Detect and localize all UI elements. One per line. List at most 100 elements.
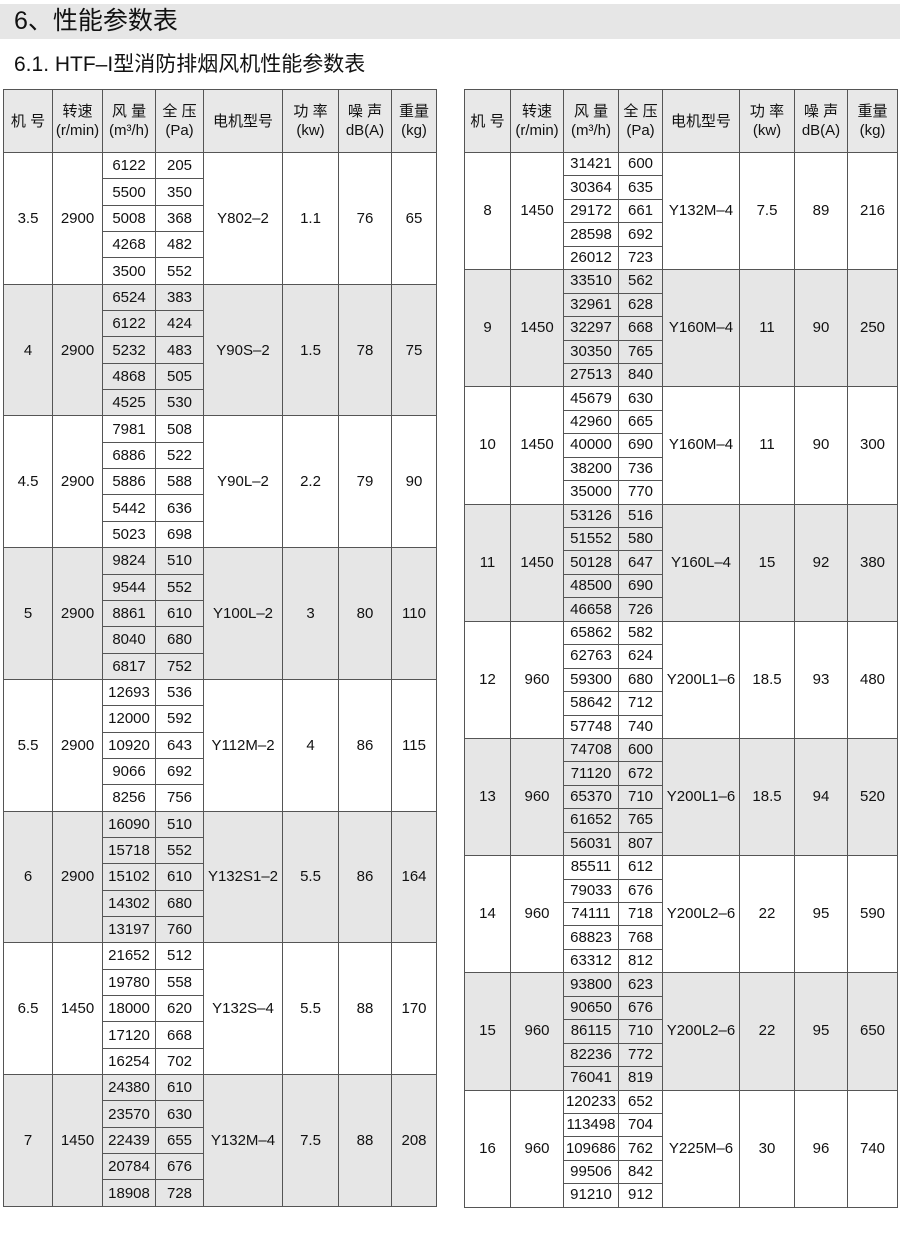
weight-cell: 590 [847, 855, 898, 974]
noise-cell: 96 [794, 1089, 848, 1208]
airflow-cell: 15718 [102, 836, 156, 865]
model-no-cell: 14 [464, 855, 511, 974]
table-row: 9 1450 33510 562 Y160M–4 11 90 250 [464, 269, 898, 388]
pressure-cell: 718 [618, 901, 663, 927]
header-line: 功 率 [749, 103, 785, 120]
pressure-cell: 643 [155, 731, 204, 759]
table-row: 28598 692 [465, 222, 898, 247]
table-row: 82236 772 [465, 1042, 898, 1068]
header-airflow: 风 量 (m³/h) [102, 89, 156, 153]
header-pressure: 全 压 (Pa) [155, 89, 204, 153]
table-row: 5500 350 [4, 178, 437, 206]
airflow-cell: 56031 [563, 831, 619, 857]
model-no-cell: 6.5 [3, 942, 53, 1076]
speed-cell: 960 [510, 737, 564, 857]
airflow-cell: 109686 [563, 1136, 619, 1161]
model-no-cell: 4 [3, 283, 53, 417]
speed-cell: 1450 [510, 386, 564, 505]
table-row: 30364 635 [465, 175, 898, 200]
model-no-cell: 4.5 [3, 415, 53, 549]
weight-cell: 650 [847, 972, 898, 1091]
header-line: 转速 [62, 103, 93, 120]
header-motor: 电机型号 [662, 89, 740, 153]
airflow-cell: 51552 [563, 526, 619, 552]
motor-model-cell: Y160M–4 [662, 386, 740, 505]
airflow-cell: 4268 [102, 231, 156, 259]
pressure-cell: 552 [155, 573, 204, 601]
airflow-cell: 15102 [102, 863, 156, 891]
pressure-cell: 592 [155, 705, 204, 733]
header-line: 全 压 [162, 103, 197, 120]
model-no-cell: 7 [3, 1074, 53, 1207]
table-row: 12 960 65862 582 Y200L1–6 18.5 93 480 [464, 620, 898, 739]
table-row: 91210 912 [465, 1183, 898, 1208]
table-row: 15102 610 [4, 863, 437, 891]
table-row: 8256 756 [4, 784, 437, 812]
airflow-cell: 62763 [563, 644, 619, 669]
airflow-cell: 8861 [102, 599, 156, 628]
table-row: 8 1450 31421 600 Y132M–4 7.5 89 216 [464, 151, 898, 271]
header-line: 风 量 [111, 103, 147, 120]
airflow-cell: 6122 [102, 310, 156, 338]
table-row: 32961 628 [465, 292, 898, 318]
header-model-no: 机 号 [3, 89, 53, 153]
airflow-cell: 18000 [102, 994, 156, 1023]
pressure-cell: 623 [618, 972, 663, 997]
weight-cell: 170 [391, 942, 437, 1076]
header-noise: 噪 声 dB(A) [338, 89, 392, 153]
header-line: 电机型号 [212, 112, 273, 130]
table-row: 76041 819 [465, 1066, 898, 1091]
weight-cell: 250 [847, 269, 898, 388]
weight-cell: 75 [391, 283, 437, 417]
pressure-cell: 536 [155, 678, 204, 707]
pressure-cell: 512 [155, 942, 204, 970]
table-row: 9066 692 [4, 757, 437, 786]
header-line: 机 号 [10, 112, 46, 130]
airflow-cell: 61652 [563, 808, 619, 833]
airflow-cell: 6524 [102, 283, 156, 312]
model-no-cell: 13 [464, 737, 511, 857]
airflow-cell: 7981 [102, 415, 156, 443]
weight-cell: 216 [847, 151, 898, 271]
table-row: 15 960 93800 623 Y200L2–6 22 95 650 [464, 972, 898, 1091]
pressure-cell: 610 [155, 1074, 204, 1102]
airflow-cell: 4868 [102, 362, 156, 391]
pressure-cell: 726 [618, 597, 663, 622]
power-cell: 1.1 [282, 152, 339, 285]
table-row: 5232 483 [4, 336, 437, 364]
pressure-cell: 676 [618, 995, 663, 1021]
pressure-cell: 702 [155, 1047, 204, 1076]
header-motor: 电机型号 [203, 89, 283, 153]
weight-cell: 740 [847, 1089, 898, 1208]
table-row: 7 1450 24380 610 Y132M–4 7.5 88 208 [3, 1074, 437, 1207]
noise-cell: 86 [338, 810, 392, 944]
section-title-bar: 6、性能参数表 [0, 4, 900, 39]
noise-cell: 88 [338, 942, 392, 1076]
header-line: (kw) [296, 122, 325, 139]
pressure-cell: 698 [155, 520, 204, 549]
motor-model-cell: Y200L2–6 [662, 855, 740, 974]
header-line: 重量 [857, 103, 888, 120]
table-row: 99506 842 [465, 1159, 898, 1185]
power-cell: 11 [739, 269, 795, 388]
airflow-cell: 63312 [563, 948, 619, 974]
airflow-cell: 8256 [102, 784, 156, 812]
pressure-cell: 505 [155, 362, 204, 391]
power-cell: 5.5 [282, 810, 339, 944]
table-row: 86115 710 [465, 1019, 898, 1044]
power-cell: 3 [282, 547, 339, 680]
airflow-cell: 82236 [563, 1042, 619, 1068]
header-line: (r/min) [55, 122, 100, 139]
power-cell: 2.2 [282, 415, 339, 549]
speed-cell: 2900 [52, 810, 103, 944]
pressure-cell: 770 [618, 480, 663, 505]
airflow-cell: 17120 [102, 1021, 156, 1049]
header-line: (Pa) [165, 122, 194, 139]
speed-cell: 2900 [52, 415, 103, 549]
airflow-cell: 32961 [563, 292, 619, 318]
airflow-cell: 86115 [563, 1019, 619, 1044]
weight-cell: 65 [391, 152, 437, 285]
pressure-cell: 760 [155, 915, 204, 944]
table-row: 57748 740 [465, 714, 898, 739]
pressure-cell: 582 [618, 620, 663, 646]
